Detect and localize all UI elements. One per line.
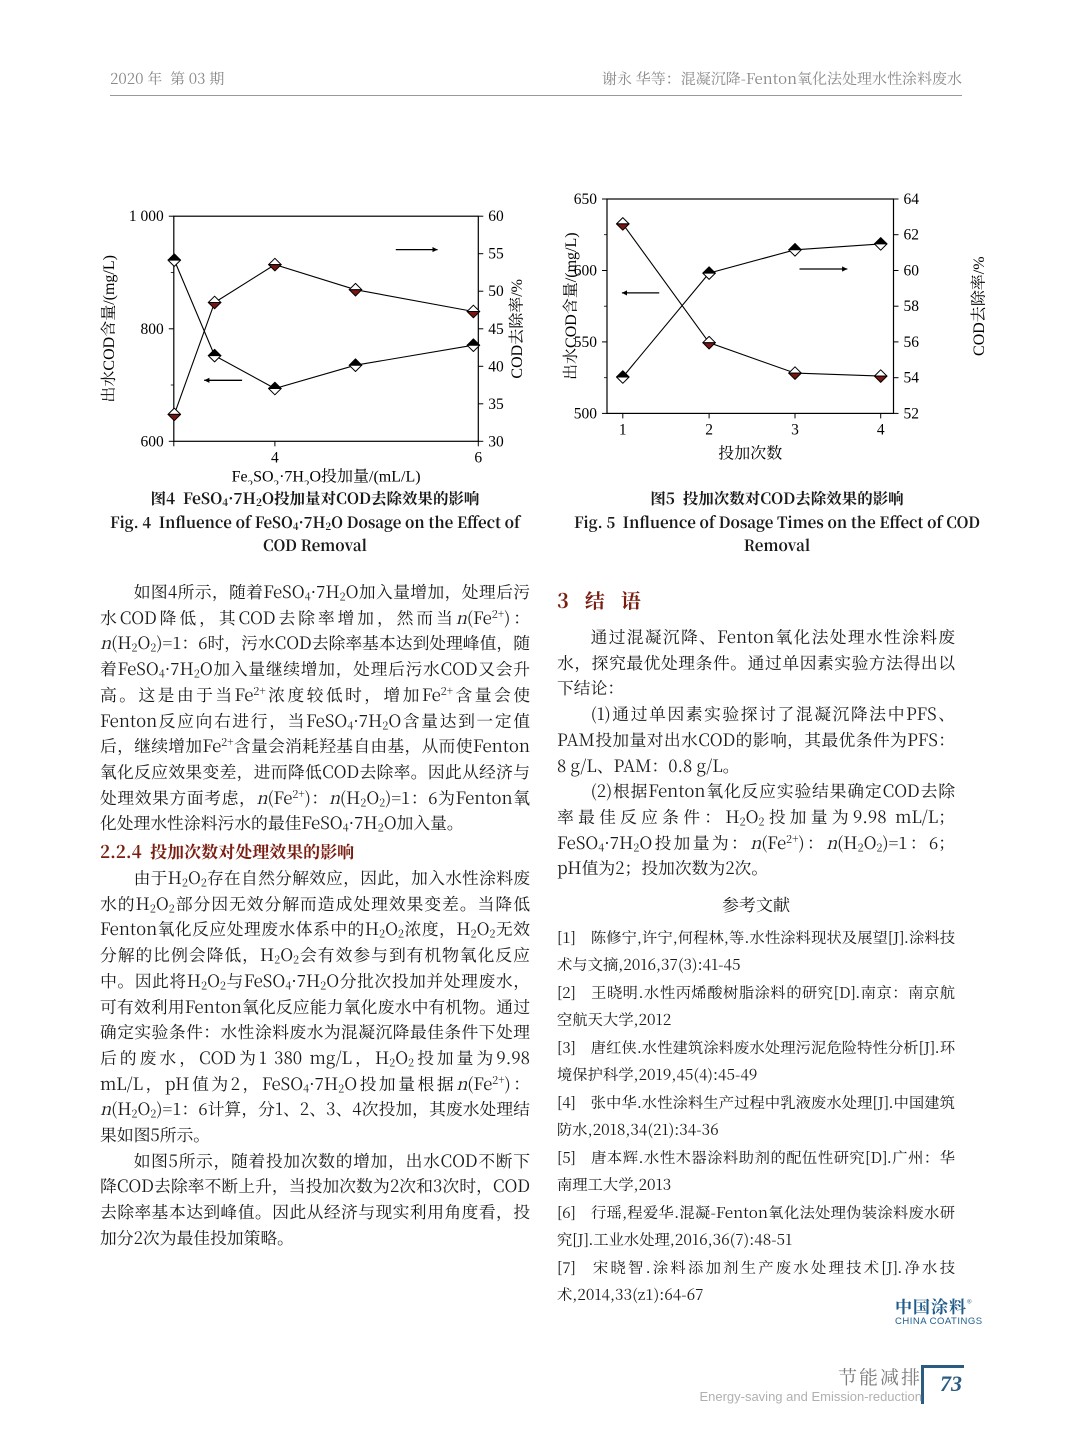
svg-text:58: 58 xyxy=(904,298,920,315)
svg-text:2: 2 xyxy=(705,421,713,438)
svg-text:COD去除率/%: COD去除率/% xyxy=(970,256,988,356)
svg-text:Fe2SO2·7H2O投加量/(mL/L): Fe2SO2·7H2O投加量/(mL/L) xyxy=(232,467,421,485)
svg-text:45: 45 xyxy=(488,321,504,338)
svg-text:50: 50 xyxy=(488,283,504,300)
svg-text:1: 1 xyxy=(619,421,627,438)
svg-text:600: 600 xyxy=(141,433,165,450)
svg-text:62: 62 xyxy=(904,227,920,244)
svg-text:52: 52 xyxy=(904,405,920,422)
svg-text:35: 35 xyxy=(488,396,504,413)
svg-text:投加次数: 投加次数 xyxy=(718,444,782,462)
svg-text:56: 56 xyxy=(904,334,920,351)
svg-text:4: 4 xyxy=(877,421,885,438)
svg-text:3: 3 xyxy=(791,421,799,438)
svg-text:800: 800 xyxy=(141,321,165,338)
svg-text:30: 30 xyxy=(488,433,504,450)
svg-text:60: 60 xyxy=(488,208,504,225)
svg-text:55: 55 xyxy=(488,246,504,263)
svg-text:1 000: 1 000 xyxy=(129,208,164,225)
svg-text:出水COD含量/(mg/L): 出水COD含量/(mg/L) xyxy=(100,255,118,403)
svg-text:6: 6 xyxy=(474,449,482,466)
svg-text:650: 650 xyxy=(574,191,598,208)
svg-text:60: 60 xyxy=(904,263,920,280)
svg-text:COD去除率/%: COD去除率/% xyxy=(508,279,526,379)
svg-text:出水COD含量/(mg/L): 出水COD含量/(mg/L) xyxy=(562,232,580,380)
svg-text:4: 4 xyxy=(271,449,279,466)
svg-text:40: 40 xyxy=(488,358,504,375)
svg-text:64: 64 xyxy=(904,191,920,208)
svg-text:500: 500 xyxy=(574,405,598,422)
svg-text:54: 54 xyxy=(904,370,920,387)
